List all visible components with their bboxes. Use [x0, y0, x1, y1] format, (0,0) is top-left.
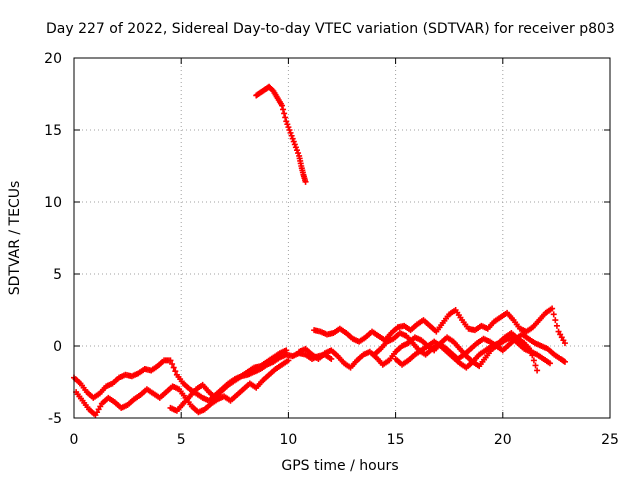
data-point: [553, 322, 560, 329]
data-point: [289, 135, 296, 142]
data-point: [167, 357, 174, 364]
y-tick-label: 10: [44, 195, 62, 211]
x-tick-label: 15: [387, 432, 405, 448]
y-axis-label: SDTVAR / TECUs: [7, 181, 23, 296]
data-point: [291, 141, 298, 148]
data-point: [552, 317, 559, 324]
data-point: [549, 305, 556, 312]
data-point: [293, 147, 300, 154]
data-point: [286, 127, 293, 133]
data-point: [550, 311, 557, 318]
data-point: [285, 357, 292, 364]
x-tick-label: 5: [177, 432, 186, 448]
data-point: [529, 352, 536, 359]
data-point: [170, 364, 177, 371]
data-point: [283, 118, 290, 125]
data-point: [278, 102, 285, 109]
data-point: [561, 340, 568, 347]
series-track-b: [73, 357, 292, 419]
x-tick-label: 25: [601, 432, 619, 448]
y-tick-label: 15: [44, 123, 62, 139]
data-point: [530, 357, 537, 364]
data-point: [172, 368, 179, 375]
data-points: [71, 83, 568, 419]
x-tick-label: 20: [494, 432, 512, 448]
data-point: [280, 106, 287, 113]
y-tick-label: 5: [53, 267, 62, 283]
x-axis-label: GPS time / hours: [281, 458, 398, 474]
data-point: [328, 355, 335, 362]
data-point: [169, 361, 176, 367]
data-point: [285, 124, 292, 131]
chart-title: Day 227 of 2022, Sidereal Day-to-day VTE…: [46, 21, 615, 37]
data-point: [546, 360, 553, 367]
data-point: [290, 138, 297, 145]
data-point: [292, 144, 299, 151]
data-point: [281, 110, 288, 117]
series-track-f: [311, 305, 568, 347]
x-tick-label: 10: [279, 432, 297, 448]
data-point: [302, 178, 309, 185]
data-point: [288, 132, 295, 139]
y-tick-label: -5: [48, 411, 62, 427]
data-point: [282, 114, 289, 121]
y-tick-label: 0: [53, 339, 62, 355]
data-point: [284, 121, 291, 128]
data-point: [532, 362, 539, 369]
series-track-c: [167, 347, 290, 414]
data-point: [534, 367, 541, 374]
data-point: [561, 358, 568, 365]
y-tick-label: 20: [44, 51, 62, 67]
grid: [74, 58, 610, 418]
series-track-h: [392, 330, 541, 374]
data-point: [295, 150, 302, 157]
series-track-d: [253, 83, 309, 185]
data-point: [527, 347, 534, 354]
data-point: [287, 129, 294, 136]
x-tick-label: 0: [70, 432, 79, 448]
ticks: 0 5 10 15 20 25 -5 0 5 10 15 20: [44, 51, 619, 448]
data-point: [283, 347, 290, 354]
plot-frame: [73, 57, 611, 419]
